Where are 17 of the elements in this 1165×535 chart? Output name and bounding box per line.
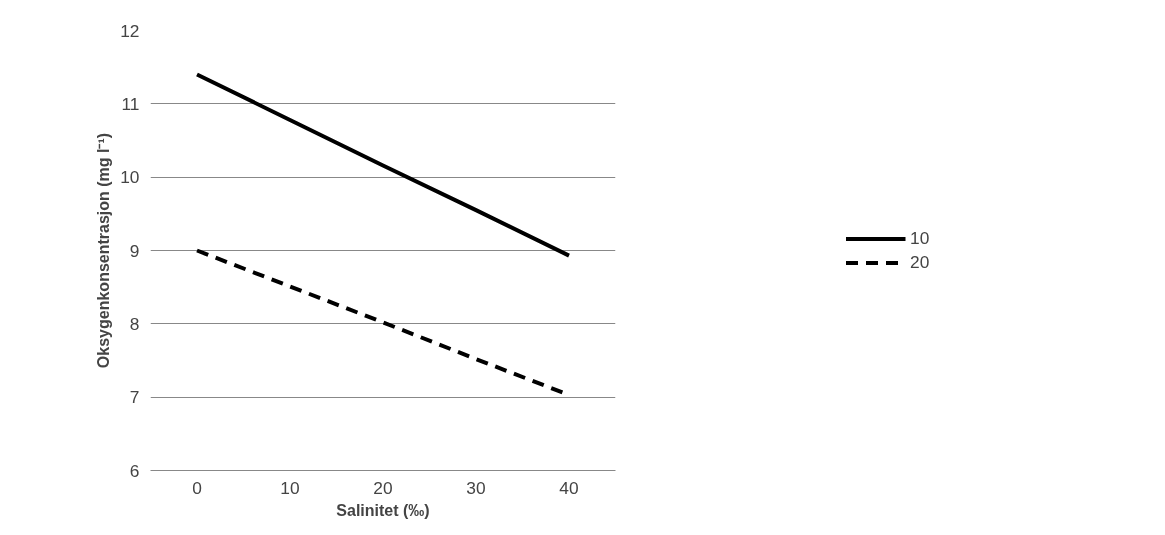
legend-label: 10 <box>910 227 930 249</box>
x-tick-label: 30 <box>466 477 486 498</box>
x-tick-label: 10 <box>280 477 300 498</box>
x-axis-title: Salinitet (‰) <box>336 501 430 519</box>
x-tick-label: 40 <box>559 477 579 498</box>
x-tick-label: 0 <box>192 477 202 498</box>
x-tick-label: 20 <box>373 477 393 498</box>
y-tick-label: 10 <box>120 167 140 188</box>
y-tick-label: 9 <box>129 240 140 261</box>
y-tick-label: 12 <box>120 20 140 41</box>
y-tick-label: 6 <box>129 460 140 481</box>
y-tick-label: 8 <box>129 313 140 334</box>
y-tick-label: 7 <box>129 387 140 408</box>
y-axis-title: Oksygenkonsentrasjon (mg l⁻¹) <box>95 132 113 369</box>
line-series <box>195 72 571 258</box>
y-tick-label: 11 <box>121 93 140 114</box>
legend-label: 20 <box>910 251 930 273</box>
